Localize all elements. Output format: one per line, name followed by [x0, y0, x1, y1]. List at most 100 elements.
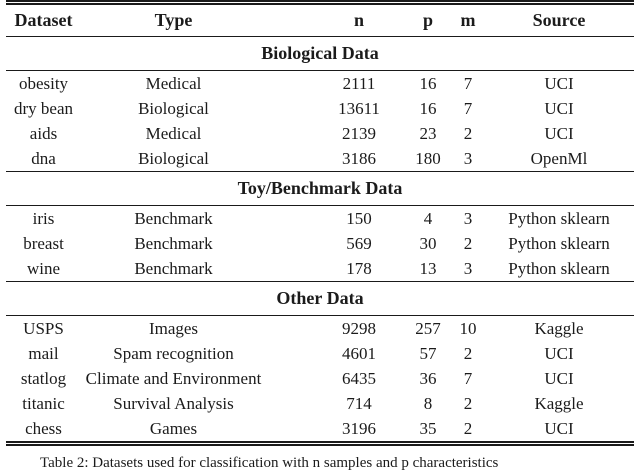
cell-m: 3 [463, 148, 473, 168]
paper-page: Dataset Type n p m Source Biological Dat… [6, 0, 634, 473]
cell-n: 2111 [342, 73, 376, 93]
cell-source: UCI [544, 123, 574, 143]
table-row: breast Benchmark 569 30 2 Python sklearn [6, 231, 634, 256]
cell-p: 16 [419, 73, 437, 93]
cell-dataset: chess [25, 418, 62, 438]
cell-type: Survival Analysis [113, 393, 234, 413]
cell-source: Kaggle [534, 393, 584, 413]
table-row: USPS Images 9298 257 10 Kaggle [6, 316, 634, 342]
cell-dataset: dna [31, 148, 56, 168]
cell-source: UCI [544, 343, 574, 363]
table-row: dna Biological 3186 180 3 OpenMl [6, 146, 634, 172]
cell-m: 7 [463, 73, 473, 93]
cell-dataset: aids [29, 123, 58, 143]
cell-p: 180 [415, 148, 441, 168]
cell-m: 2 [463, 418, 473, 438]
cell-n: 6435 [342, 368, 376, 388]
cell-type: Climate and Environment [85, 368, 262, 388]
section-title-row: Biological Data [6, 36, 634, 71]
cell-source: OpenMl [530, 148, 588, 168]
section-title: Other Data [6, 281, 634, 316]
cell-p: 4 [423, 208, 433, 228]
table-row: dry bean Biological 13611 16 7 UCI [6, 96, 634, 121]
table-row: mail Spam recognition 4601 57 2 UCI [6, 341, 634, 366]
section-title-row: Other Data [6, 281, 634, 316]
cell-n: 9298 [342, 318, 376, 338]
cell-m: 2 [463, 343, 473, 363]
cell-m: 2 [463, 393, 473, 413]
column-header-type: Type [81, 5, 266, 37]
section-title: Toy/Benchmark Data [6, 171, 634, 206]
header-row: Dataset Type n p m Source [6, 5, 634, 37]
cell-type: Spam recognition [113, 343, 234, 363]
cell-p: 16 [419, 98, 437, 118]
cell-p: 13 [419, 258, 437, 278]
column-header-m: m [452, 5, 484, 37]
cell-type: Medical [145, 73, 202, 93]
column-header-p: p [404, 5, 452, 37]
cell-dataset: breast [23, 233, 64, 253]
cell-m: 10 [459, 318, 477, 338]
cell-p: 8 [423, 393, 433, 413]
cell-dataset: iris [32, 208, 55, 228]
cell-source: UCI [544, 368, 574, 388]
cell-source: Kaggle [534, 318, 584, 338]
column-header-n: n [266, 5, 404, 37]
table-row: obesity Medical 2111 16 7 UCI [6, 71, 634, 97]
cell-dataset: wine [26, 258, 61, 278]
table-row: chess Games 3196 35 2 UCI [6, 416, 634, 441]
cell-m: 7 [463, 368, 473, 388]
cell-p: 23 [419, 123, 437, 143]
cell-p: 257 [415, 318, 441, 338]
cell-dataset: obesity [18, 73, 69, 93]
cell-dataset: dry bean [13, 98, 73, 118]
cell-n: 13611 [338, 98, 380, 118]
cell-n: 4601 [342, 343, 376, 363]
cell-source: UCI [544, 418, 574, 438]
cell-type: Medical [145, 123, 202, 143]
cell-source: UCI [544, 98, 574, 118]
table-row: statlog Climate and Environment 6435 36 7 UCI [6, 366, 634, 391]
cell-n: 150 [346, 208, 372, 228]
table-row: wine Benchmark 178 13 3 Python sklearn [6, 256, 634, 282]
cell-dataset: USPS [23, 318, 64, 338]
cell-type: Biological [138, 148, 209, 168]
table-caption: Table 2: Datasets used for classificatio… [40, 455, 499, 471]
table-bottom-rule [6, 441, 634, 446]
cell-n: 178 [346, 258, 372, 278]
cell-dataset: statlog [20, 368, 67, 388]
cell-p: 30 [419, 233, 437, 253]
cell-m: 3 [463, 208, 473, 228]
cell-n: 3196 [342, 418, 376, 438]
cell-n: 569 [346, 233, 372, 253]
table-row: aids Medical 2139 23 2 UCI [6, 121, 634, 146]
section-title: Biological Data [6, 36, 634, 71]
section-title-row: Toy/Benchmark Data [6, 171, 634, 206]
datasets-table: Dataset Type n p m Source Biological Dat… [6, 5, 634, 441]
cell-type: Biological [138, 98, 209, 118]
cell-p: 57 [419, 343, 437, 363]
cell-source: Python sklearn [508, 233, 610, 253]
cell-source: Python sklearn [508, 208, 610, 228]
cell-type: Games [149, 418, 198, 438]
cell-type: Benchmark [134, 208, 213, 228]
cell-n: 2139 [342, 123, 376, 143]
table-row: titanic Survival Analysis 714 8 2 Kaggle [6, 391, 634, 416]
cell-m: 7 [463, 98, 473, 118]
cell-type: Benchmark [134, 258, 213, 278]
cell-m: 2 [463, 123, 473, 143]
cell-n: 3186 [342, 148, 376, 168]
cell-m: 2 [463, 233, 473, 253]
cell-p: 35 [419, 418, 437, 438]
cell-dataset: mail [28, 343, 59, 363]
cell-n: 714 [346, 393, 372, 413]
column-header-dataset: Dataset [6, 5, 81, 37]
cell-p: 36 [419, 368, 437, 388]
cell-type: Images [148, 318, 199, 338]
cell-source: UCI [544, 73, 574, 93]
column-header-source: Source [484, 5, 634, 37]
table-top-rule [6, 0, 634, 5]
cell-dataset: titanic [22, 393, 65, 413]
cell-source: Python sklearn [508, 258, 610, 278]
cell-m: 3 [463, 258, 473, 278]
